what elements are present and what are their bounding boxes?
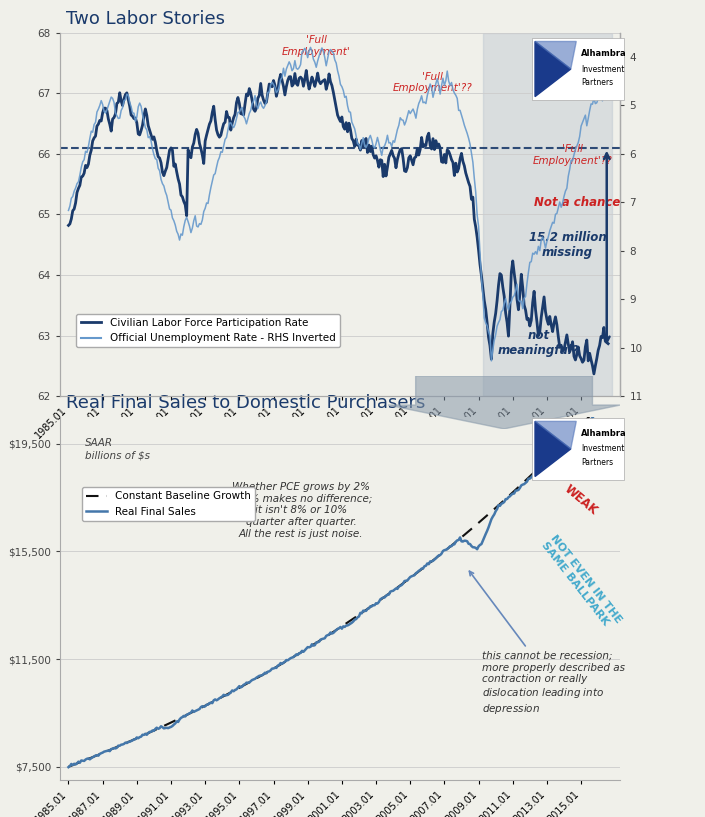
Official Unemployment Rate - RHS Inverted [466,139,474,149]
Text: WEAK: WEAK [562,482,600,517]
Constant Baseline Growth [607,388,615,398]
Text: Investment: Investment [581,444,624,453]
Real Final Sales [453,535,462,545]
Text: not
meaningful?: not meaningful? [498,329,580,357]
Official Unemployment Rate - RHS Inverted [386,138,395,148]
Line: Real Final Sales: Real Final Sales [68,395,614,767]
Polygon shape [388,376,620,429]
Line: Official Unemployment Rate - RHS Inverted: Official Unemployment Rate - RHS Inverte… [68,47,608,361]
Constant Baseline Growth [97,748,106,758]
Civilian Labor Force Participation Rate [363,148,372,158]
Text: 'Full
Employment': 'Full Employment' [282,35,350,57]
Text: 'Full
Employment'??: 'Full Employment'?? [393,72,472,93]
Constant Baseline Growth [165,718,173,728]
Legend: Constant Baseline Growth, Real Final Sales: Constant Baseline Growth, Real Final Sal… [82,487,255,521]
Text: Not a chance: Not a chance [534,196,621,209]
Text: Alhambra: Alhambra [581,429,627,438]
Polygon shape [535,42,576,69]
Civilian Labor Force Participation Rate [306,78,314,88]
Bar [483,33,612,396]
Constant Baseline Growth [86,753,94,763]
Real Final Sales [64,762,73,772]
Real Final Sales [606,395,614,404]
Official Unemployment Rate - RHS Inverted [64,206,73,216]
Text: Partners: Partners [581,78,613,87]
Real Final Sales [100,747,109,757]
Civilian Labor Force Participation Rate [302,65,310,75]
Text: Investment: Investment [581,65,624,74]
Legend: Civilian Labor Force Participation Rate, Official Unemployment Rate - RHS Invert: Civilian Labor Force Participation Rate,… [76,314,340,347]
Real Final Sales [610,390,618,400]
Polygon shape [535,422,576,449]
Text: this cannot be recession;
more properly described as
contraction or really
$\it{: this cannot be recession; more properly … [470,571,625,717]
Civilian Labor Force Participation Rate [64,221,73,230]
Line: Constant Baseline Growth: Constant Baseline Growth [68,393,611,767]
FancyBboxPatch shape [532,418,624,480]
Official Unemployment Rate - RHS Inverted [604,92,613,102]
Constant Baseline Growth [580,417,588,427]
Line: Civilian Labor Force Participation Rate: Civilian Labor Force Participation Rate [68,70,608,374]
Civilian Labor Force Participation Rate [589,369,598,379]
Constant Baseline Growth [64,762,73,772]
Text: 15.2 million
missing: 15.2 million missing [529,230,606,259]
Official Unemployment Rate - RHS Inverted [487,356,496,366]
Text: Alhambra: Alhambra [581,49,627,58]
Official Unemployment Rate - RHS Inverted [161,187,169,197]
Civilian Labor Force Participation Rate [466,181,474,191]
Text: 'Full
Employment'??: 'Full Employment'?? [533,145,613,166]
Civilian Labor Force Participation Rate [604,339,613,349]
Real Final Sales [534,467,543,476]
Text: SAAR
billions of $s: SAAR billions of $s [85,439,150,460]
Text: Whether PCE grows by 2%
or 4% makes no difference;
it isn't 8% or 10%
quarter af: Whether PCE grows by 2% or 4% makes no d… [229,482,373,538]
Official Unemployment Rate - RHS Inverted [306,42,314,52]
Official Unemployment Rate - RHS Inverted [479,290,487,300]
Real Final Sales [345,620,353,630]
Text: NOT EVEN IN THE
SAME BALLPARK: NOT EVEN IN THE SAME BALLPARK [539,533,623,632]
Polygon shape [535,42,571,96]
Constant Baseline Growth [560,437,569,447]
Real Final Sales [82,754,91,764]
Constant Baseline Growth [209,697,217,707]
Text: STRONG: STRONG [562,426,613,471]
Text: Real Final Sales to Domestic Purchasers: Real Final Sales to Domestic Purchasers [66,395,425,413]
Official Unemployment Rate - RHS Inverted [363,140,372,150]
Civilian Labor Force Participation Rate [161,167,169,176]
Civilian Labor Force Participation Rate [386,149,395,158]
FancyBboxPatch shape [532,38,624,100]
Official Unemployment Rate - RHS Inverted [305,46,313,56]
Text: Partners: Partners [581,458,613,467]
Text: Two Labor Stories: Two Labor Stories [66,11,224,29]
Civilian Labor Force Participation Rate [479,283,487,293]
Polygon shape [535,422,571,476]
